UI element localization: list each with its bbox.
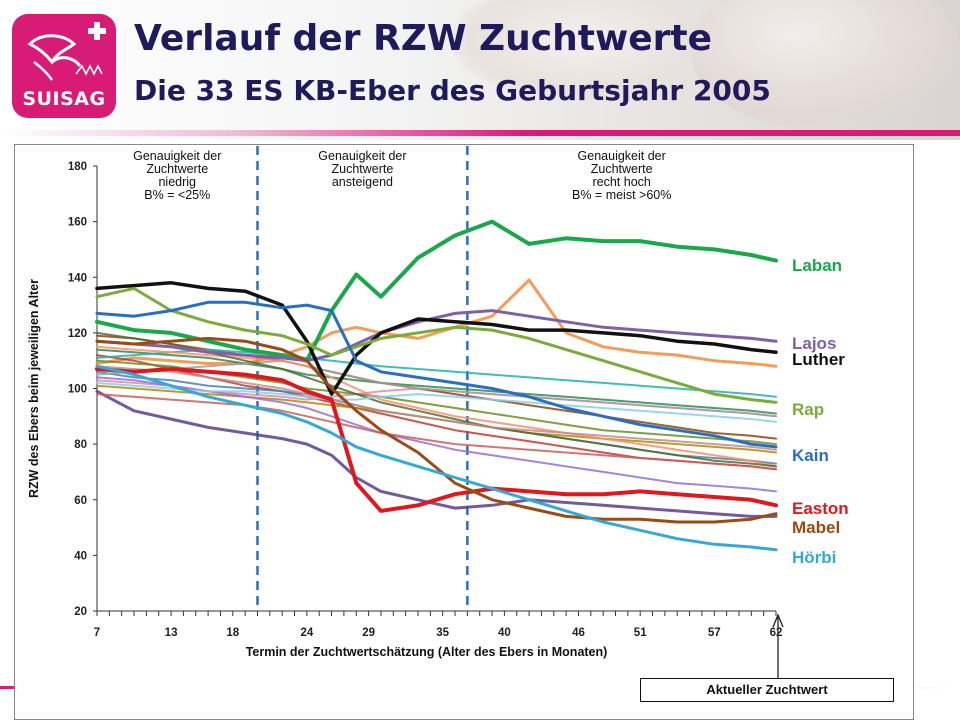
phase-annotation-line: Zuchtwerte xyxy=(146,162,208,176)
x-tick-label: 51 xyxy=(634,627,647,639)
y-tick-label: 20 xyxy=(74,606,87,618)
axes: 20 40 60 80 100 120 140 160 180 7 13 18 24 29 35 40 46 51… xyxy=(68,161,783,639)
series-label: Laban xyxy=(792,256,842,275)
series-line xyxy=(95,389,778,518)
phase-annotation-line: Genauigkeit der xyxy=(133,149,221,163)
y-tick-label: 100 xyxy=(68,384,87,396)
y-axis-title: RZW des Ebers beim jeweiligen Alter xyxy=(27,279,41,498)
x-tick-label: 35 xyxy=(436,627,449,639)
x-axis-title: Termin der Zuchtwertschätzung (Alter des… xyxy=(246,645,608,659)
phase-annotation-line: Genauigkeit der xyxy=(318,149,406,163)
x-tick-label: 24 xyxy=(300,627,313,639)
callout-arrow xyxy=(754,613,784,680)
background-pig-image xyxy=(690,0,960,130)
phase-annotation-line: Genauigkeit der xyxy=(578,149,666,163)
series-line xyxy=(96,348,777,398)
series-label: Hörbi xyxy=(792,548,836,567)
x-tick-label: 7 xyxy=(94,627,100,639)
phase-annotation-line: B% = meist >60% xyxy=(572,188,671,202)
series-line-hörbi xyxy=(95,364,778,552)
phase-annotation-line: ansteigend xyxy=(332,175,393,189)
x-tick-label: 13 xyxy=(165,627,178,639)
series-line-mabel xyxy=(95,336,778,524)
series-line-kain xyxy=(95,300,778,449)
line-chart: 20 40 60 80 100 120 140 160 180 7 13 18 24 29 35 40 46 51… xyxy=(27,146,849,680)
y-tick-label: 160 xyxy=(68,217,87,229)
series-line xyxy=(96,379,777,418)
suisag-logo: SUISAG xyxy=(12,14,116,118)
series-line xyxy=(96,331,777,468)
y-tick-label: 40 xyxy=(74,550,87,562)
series-label: Luther xyxy=(792,350,845,369)
phase-annotation-line: B% = <25% xyxy=(144,188,210,202)
header-banner xyxy=(0,0,960,140)
series-line-luther xyxy=(95,281,778,396)
series-lines xyxy=(95,219,778,552)
series-line xyxy=(96,365,777,451)
background-pig-image xyxy=(450,0,710,100)
x-tick-label: 57 xyxy=(708,627,721,639)
phase-annotation-line: recht hoch xyxy=(592,175,650,189)
series-label: Rap xyxy=(792,400,824,419)
x-tick-label: 46 xyxy=(572,627,585,639)
header-divider xyxy=(0,130,960,136)
series-label: Mabel xyxy=(792,518,840,537)
y-tick-label: 180 xyxy=(68,161,87,173)
series-line-easton xyxy=(95,367,778,513)
series-label: Easton xyxy=(792,499,849,518)
series-line xyxy=(96,376,777,493)
series-label: Lajos xyxy=(792,334,836,353)
logo-text: SUISAG xyxy=(22,88,106,110)
x-tick-label: 18 xyxy=(226,627,239,639)
current-breeding-value-callout: Aktueller Zuchtwert xyxy=(640,678,894,702)
x-tick-label: 62 xyxy=(770,627,783,639)
series-line xyxy=(96,359,777,418)
y-tick-label: 140 xyxy=(68,272,87,284)
logo-emblem-icon xyxy=(27,22,106,81)
series-label: Kain xyxy=(792,446,829,465)
series-line-rap xyxy=(95,286,778,404)
phase-annotation-line: Zuchtwerte xyxy=(591,162,653,176)
series-line xyxy=(96,381,777,423)
x-tick-label: 40 xyxy=(498,627,511,639)
page-title: Verlauf der RZW Zuchtwerte xyxy=(134,18,713,59)
series-line xyxy=(95,278,778,368)
series-line xyxy=(96,393,777,471)
y-tick-label: 120 xyxy=(68,328,87,340)
y-tick-label: 60 xyxy=(74,495,87,507)
phase-annotation-line: Zuchtwerte xyxy=(332,162,394,176)
page-subtitle: Die 33 ES KB-Eber des Geburtsjahr 2005 xyxy=(134,74,771,107)
series-line xyxy=(96,348,777,415)
callout-arrow-head xyxy=(772,613,784,628)
phase-annotation-line: niedrig xyxy=(158,175,196,189)
y-tick-label: 80 xyxy=(74,439,87,451)
series-line-laban xyxy=(95,219,778,363)
series-line-lajos xyxy=(95,309,778,363)
x-tick-label: 29 xyxy=(362,627,375,639)
series-line xyxy=(96,345,777,468)
